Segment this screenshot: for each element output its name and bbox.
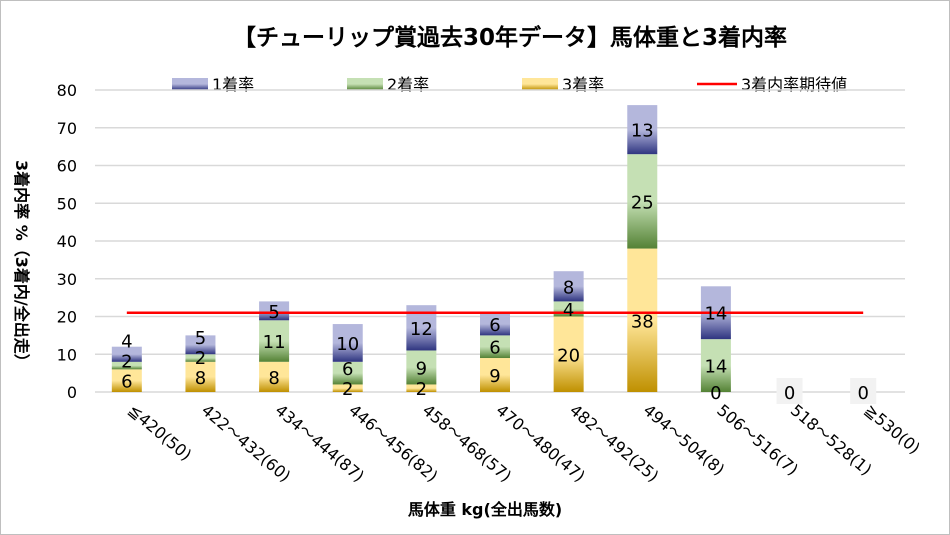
- data-label: 0: [710, 383, 721, 404]
- bars: [111, 105, 731, 392]
- data-label: 4: [563, 300, 574, 321]
- bar-segment: [480, 358, 510, 392]
- data-label: 2: [121, 352, 132, 373]
- legend-label: 3着内率期待値: [741, 75, 847, 94]
- data-label: 10: [336, 334, 359, 355]
- bar-segment: [111, 361, 142, 370]
- bar-segment: [406, 384, 437, 392]
- bar-segment: [406, 350, 437, 385]
- bar-segment: [111, 369, 142, 392]
- bar-segment: [332, 324, 363, 362]
- legend-swatch: [522, 78, 558, 90]
- x-axis-label: 馬体重 kg(全出馬数): [408, 500, 562, 519]
- bar-segment: [332, 384, 363, 392]
- bar-segment: [185, 354, 216, 362]
- data-label: 0: [857, 383, 868, 404]
- legend-swatch: [172, 78, 208, 90]
- data-label: 14: [704, 304, 727, 325]
- bar-segment: [332, 361, 363, 385]
- data-label: 12: [410, 319, 433, 340]
- y-tick-label: 60: [57, 157, 77, 176]
- data-label: 8: [268, 368, 279, 389]
- chart-title: 【チューリップ賞過去30年データ】馬体重と3着内率: [233, 24, 787, 51]
- data-label: 25: [631, 192, 654, 213]
- data-label-bg: [850, 378, 877, 404]
- data-label: 8: [195, 368, 206, 389]
- data-label: 6: [121, 372, 132, 393]
- y-axis-label: 3着内率 %（3着内/全出走）: [12, 160, 31, 370]
- bar-segment: [627, 105, 658, 155]
- data-label: 11: [263, 332, 286, 353]
- legend-swatch: [347, 78, 383, 90]
- y-tick-label: 40: [57, 232, 77, 251]
- data-label: 2: [416, 379, 427, 400]
- legend-label: 3着率: [562, 75, 604, 94]
- bar-segment: [259, 301, 290, 321]
- data-label: 14: [704, 357, 727, 378]
- data-label: 6: [342, 359, 353, 380]
- x-tick-label: ≦420(50): [124, 401, 195, 465]
- y-tick-label: 20: [57, 308, 77, 327]
- bar-segment: [700, 339, 731, 392]
- data-label: 20: [557, 345, 580, 366]
- data-label: 5: [195, 328, 206, 349]
- bar-segment: [259, 320, 290, 362]
- x-tick-label: ≧530(0): [861, 401, 924, 458]
- y-tick-label: 80: [57, 81, 77, 100]
- data-label: 0: [784, 383, 795, 404]
- bar-segment: [259, 361, 290, 392]
- y-axis-ticks: 0 10 20 30 40 50 60 70 80: [57, 81, 77, 402]
- bar-segment: [111, 346, 142, 362]
- bar-segment: [627, 154, 658, 249]
- bar-segment: [480, 312, 510, 336]
- bar-segment: [627, 248, 658, 392]
- data-label: 9: [416, 358, 427, 379]
- y-tick-label: 50: [57, 194, 77, 213]
- bar-segment: [185, 361, 216, 392]
- legend: 1着率 2着率 3着率 3着内率期待値: [172, 75, 847, 94]
- bar-segment: [480, 335, 510, 359]
- data-label: 38: [631, 311, 654, 332]
- bar-segment: [185, 335, 216, 355]
- y-tick-label: 0: [67, 383, 77, 402]
- legend-label: 1着率: [212, 75, 254, 94]
- data-label: 5: [268, 302, 279, 323]
- y-tick-label: 10: [57, 345, 77, 364]
- data-label: 2: [342, 379, 353, 400]
- data-label: 8: [563, 277, 574, 298]
- y-tick-label: 70: [57, 119, 77, 138]
- x-axis-ticks: ≦420(50) 422～432(60)434～444(87)446～456(82…: [124, 401, 924, 486]
- data-label: 13: [631, 121, 654, 142]
- data-label: 6: [489, 338, 500, 359]
- data-label: 9: [489, 366, 500, 387]
- bar-segment: [553, 316, 584, 392]
- y-tick-label: 30: [57, 270, 77, 289]
- data-label: 4: [121, 332, 132, 353]
- data-label-bg: [776, 378, 803, 404]
- gridlines: [95, 89, 905, 393]
- data-label: 6: [489, 315, 500, 336]
- bar-segment: [553, 271, 584, 302]
- data-label: 2: [195, 348, 206, 369]
- legend-label: 2着率: [387, 75, 429, 94]
